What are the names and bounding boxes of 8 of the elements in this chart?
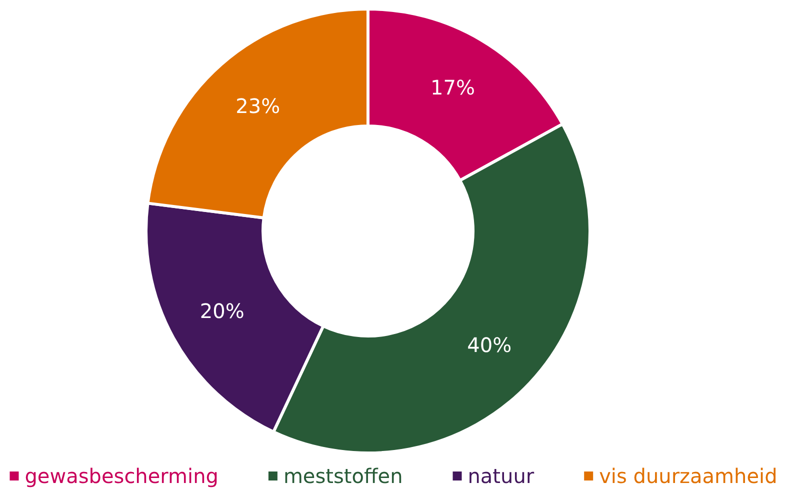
legend-label: meststoffen: [283, 464, 403, 488]
data-label: 40%: [467, 332, 512, 357]
legend-label: natuur: [468, 464, 535, 488]
data-label: 17%: [430, 76, 475, 100]
legend-label: gewasbescherming: [24, 464, 218, 488]
data-label: 23%: [236, 94, 280, 118]
legend-label: vis duurzaamheid: [599, 464, 778, 488]
data-label: 20%: [200, 299, 244, 324]
